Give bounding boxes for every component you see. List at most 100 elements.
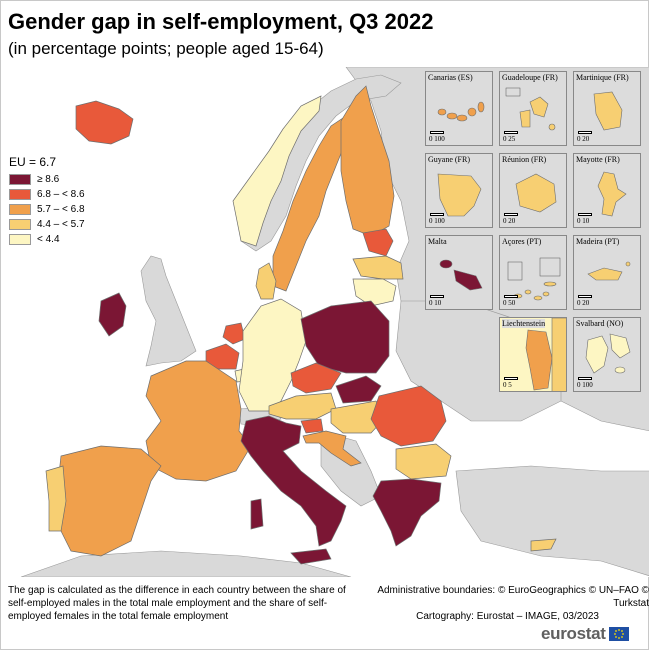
scale-text: 0 100 xyxy=(577,381,593,389)
inset-label: Guyane (FR) xyxy=(428,155,470,164)
scale-bar xyxy=(504,131,518,134)
scale-text: 0 10 xyxy=(429,299,442,307)
inset-liechtenstein: Liechtenstein 0 5 xyxy=(499,317,567,392)
scale-bar xyxy=(578,377,592,380)
inset-martinique: Martinique (FR) 0 20 xyxy=(573,71,641,146)
scale-bar xyxy=(504,213,518,216)
country-slovenia-class-2 xyxy=(300,418,324,434)
scale-bar xyxy=(578,131,592,134)
eurostat-wordmark: eurostat xyxy=(541,624,606,643)
scale-text: 0 25 xyxy=(503,135,516,143)
legend-class-1: ≥ 8.6 xyxy=(9,172,85,187)
scale-bar xyxy=(430,131,444,134)
country-finland-class-3 xyxy=(340,85,395,237)
scale-text: 0 50 xyxy=(503,299,516,307)
inset-malta-map xyxy=(439,259,483,291)
inset-panel: Canarias (ES) 0 100 Guadeloupe (FR) 0 25… xyxy=(425,71,644,392)
inset-reunion-map xyxy=(515,173,557,213)
inset-mayotte: Mayotte (FR) 0 10 xyxy=(573,153,641,228)
scale-bar xyxy=(578,295,592,298)
scale-text: 0 20 xyxy=(503,217,516,225)
inset-label: Svalbard (NO) xyxy=(576,319,624,328)
country-croatia-class-3 xyxy=(302,430,362,467)
country-denmark-class-4 xyxy=(255,262,277,300)
inset-label: Liechtenstein xyxy=(502,319,546,328)
inset-label: Réunion (FR) xyxy=(502,155,547,164)
inset-acores-map xyxy=(507,257,561,301)
country-ireland-class-1 xyxy=(98,292,127,337)
legend-class-3: 5.7 – < 6.8 xyxy=(9,202,85,217)
country-hungary-class-4 xyxy=(330,400,385,434)
region-turkey xyxy=(455,465,649,577)
scale-text: 0 20 xyxy=(577,299,590,307)
country-norway-class-5 xyxy=(232,95,322,247)
eu-flag-icon xyxy=(608,627,629,641)
legend-swatch xyxy=(9,204,31,215)
scale-bar xyxy=(504,377,518,380)
scale-bar xyxy=(430,213,444,216)
legend-swatch xyxy=(9,219,31,230)
credits-boundaries: Administrative boundaries: © EuroGeograp… xyxy=(377,585,649,609)
legend-label: 6.8 – < 8.6 xyxy=(37,189,85,200)
legend-label: 4.4 – < 5.7 xyxy=(37,219,85,230)
inset-svalbard-map xyxy=(585,333,631,374)
region-north-africa xyxy=(20,550,352,577)
inset-martinique-map xyxy=(593,91,623,131)
inset-mayotte-map xyxy=(597,171,627,217)
inset-guyane-map xyxy=(437,173,482,217)
scale-text: 0 100 xyxy=(429,217,445,225)
country-portugal-class-4 xyxy=(45,465,67,532)
legend-eu-value: EU = 6.7 xyxy=(9,155,57,169)
footnote: The gap is calculated as the difference … xyxy=(8,585,346,622)
scale-text: 0 5 xyxy=(503,381,512,389)
eu-countries xyxy=(45,85,557,565)
country-iceland-class-2 xyxy=(75,100,134,145)
legend-class-4: 4.4 – < 5.7 xyxy=(9,217,85,232)
country-estonia-class-2 xyxy=(362,228,394,257)
scale-bar xyxy=(430,295,444,298)
inset-guyane: Guyane (FR) 0 100 xyxy=(425,153,493,228)
inset-acores: Açores (PT) 0 50 xyxy=(499,235,567,310)
inset-malta: Malta 0 10 xyxy=(425,235,493,310)
inset-canarias: Canarias (ES) 0 100 xyxy=(425,71,493,146)
legend-swatch xyxy=(9,234,31,245)
legend-class-5: < 4.4 xyxy=(9,232,85,247)
region-uk xyxy=(140,255,197,367)
country-greece-class-1 xyxy=(372,478,442,547)
inset-reunion: Réunion (FR) 0 20 xyxy=(499,153,567,228)
map-title: Gender gap in self-employment, Q3 2022 xyxy=(8,9,434,34)
inset-liechtenstein-map xyxy=(500,318,566,391)
country-lithuania-class-5 xyxy=(352,278,397,307)
inset-guadeloupe-map xyxy=(505,87,556,131)
inset-label: Madeira (PT) xyxy=(576,237,620,246)
legend-class-2: 6.8 – < 8.6 xyxy=(9,187,85,202)
credits: Administrative boundaries: © EuroGeograp… xyxy=(349,584,649,623)
inset-label: Martinique (FR) xyxy=(576,73,629,82)
country-france-class-3 xyxy=(145,360,252,482)
country-slovakia-class-1 xyxy=(335,375,382,404)
map-legend: EU = 6.7 ≥ 8.6 6.8 – < 8.6 5.7 – < 6.8 4… xyxy=(9,155,85,247)
country-italy-class-1 xyxy=(240,415,347,547)
inset-guadeloupe: Guadeloupe (FR) 0 25 xyxy=(499,71,567,146)
inset-label: Mayotte (FR) xyxy=(576,155,620,164)
scale-text: 0 20 xyxy=(577,135,590,143)
country-latvia-class-4 xyxy=(352,255,404,280)
country-germany-class-5 xyxy=(238,298,307,412)
inset-label: Açores (PT) xyxy=(502,237,542,246)
legend-label: < 4.4 xyxy=(37,234,60,245)
country-netherlands-class-2 xyxy=(222,322,246,345)
inset-label: Malta xyxy=(428,237,447,246)
inset-svalbard: Svalbard (NO) 0 100 xyxy=(573,317,641,392)
eurostat-logo: eurostat xyxy=(541,624,629,644)
country-czechia-class-2 xyxy=(290,362,342,394)
country-cyprus-class-4 xyxy=(530,538,557,552)
inset-madeira: Madeira (PT) 0 20 xyxy=(573,235,641,310)
country-bulgaria-class-4 xyxy=(395,443,452,480)
inset-canarias-map xyxy=(437,101,485,122)
country-romania-class-2 xyxy=(370,385,447,447)
scale-bar xyxy=(578,213,592,216)
country-sicily-class-1 xyxy=(290,548,332,565)
country-poland-class-1 xyxy=(300,300,390,374)
inset-label: Guadeloupe (FR) xyxy=(502,73,558,82)
